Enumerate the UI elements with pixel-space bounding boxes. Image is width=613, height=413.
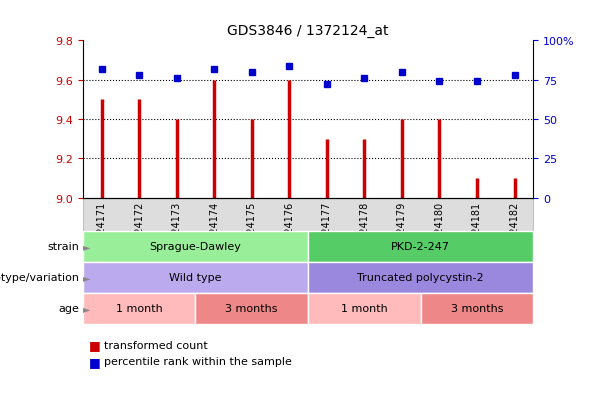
Text: PKD-2-247: PKD-2-247	[391, 242, 450, 252]
Text: age: age	[59, 304, 80, 314]
Text: ■: ■	[89, 355, 101, 368]
Text: 1 month: 1 month	[116, 304, 162, 314]
Text: strain: strain	[48, 242, 80, 252]
Text: ■: ■	[89, 338, 101, 351]
Text: Truncated polycystin-2: Truncated polycystin-2	[357, 273, 484, 283]
Text: genotype/variation: genotype/variation	[0, 273, 80, 283]
Text: percentile rank within the sample: percentile rank within the sample	[104, 356, 292, 366]
Text: 1 month: 1 month	[341, 304, 388, 314]
Text: 3 months: 3 months	[451, 304, 503, 314]
Text: Sprague-Dawley: Sprague-Dawley	[150, 242, 242, 252]
Text: ►: ►	[83, 273, 90, 283]
Text: Wild type: Wild type	[169, 273, 222, 283]
Text: ►: ►	[83, 242, 90, 252]
Title: GDS3846 / 1372124_at: GDS3846 / 1372124_at	[227, 24, 389, 38]
Text: ►: ►	[83, 304, 90, 314]
Text: transformed count: transformed count	[104, 340, 208, 350]
Text: 3 months: 3 months	[226, 304, 278, 314]
